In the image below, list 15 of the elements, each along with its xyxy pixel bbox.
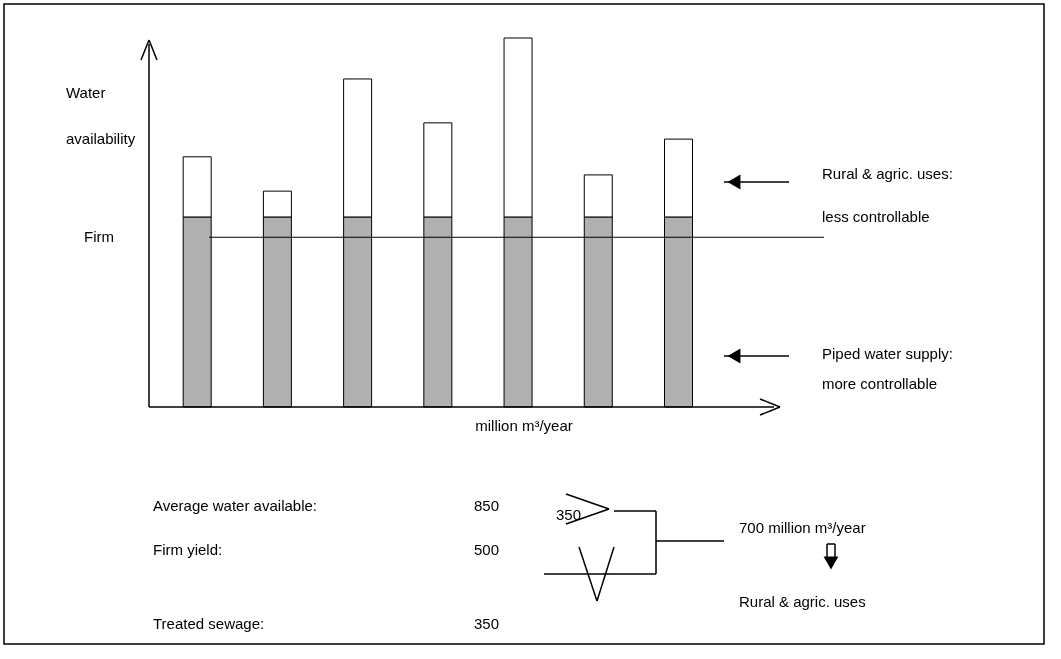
text: 350 [474,615,500,632]
text: Water availability [66,84,136,147]
text: Rural & agric. uses: [822,165,953,182]
text: Rural & agric. uses [739,593,866,610]
text: Treated sewage: [153,615,265,632]
text: 850 [474,497,500,514]
ref-line-label: Firm [84,228,114,246]
text: Firm yield: [153,541,223,558]
text: Average water available: [153,497,317,514]
text: Piped water supply: [822,345,953,362]
text: 700 million m³/year [739,519,866,536]
text: less controllable [822,208,930,225]
x-axis-title: million m³/year [475,417,573,434]
text: 500 [474,541,500,558]
text: more controllable [822,375,938,392]
